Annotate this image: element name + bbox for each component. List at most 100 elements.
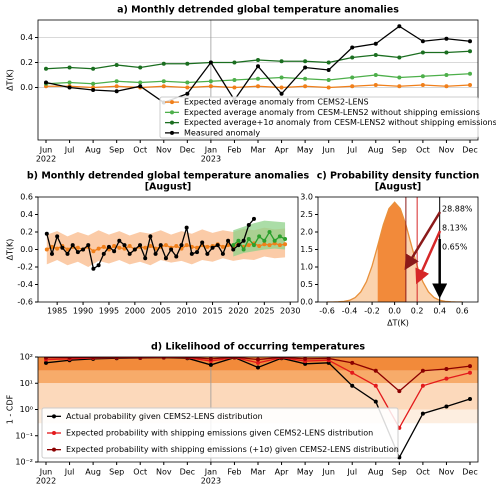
data-point [44,231,49,236]
x-tick-label: Jun [321,468,335,477]
x-tick-label: Oct [416,468,430,477]
x-tick-label: Dec [462,146,477,155]
data-point [267,230,272,234]
legend-label: Expected probability with shipping emiss… [66,429,373,438]
y-tick-label: 3.0 [300,193,313,202]
data-point [44,66,48,71]
x-tick-label: Jul [346,146,357,155]
x-tick-label: 2015 [202,307,222,316]
plot-area [327,197,463,302]
data-point [420,74,425,79]
data-point [420,368,425,373]
data-point [208,357,213,361]
y-tick-label: -0.2 [17,263,33,272]
y-tick-label: -0.4 [17,280,33,289]
data-point [179,243,184,248]
x-tick-label: Feb [227,468,241,477]
pdf-highlight [377,202,406,302]
x-tick-label: 1995 [99,307,119,316]
y-axis-label: ΔT(K) [6,69,15,91]
data-point [75,250,80,255]
x-tick-label: Aug [368,146,384,155]
data-point [397,24,402,29]
data-point [350,75,355,80]
x-tick-label: Sep [392,468,407,477]
x-tick-label: Jan [204,146,217,155]
data-point [350,370,355,375]
data-point [114,63,119,67]
data-point [138,80,143,85]
y-tick-label: 10¹ [20,379,33,388]
x-tick-label: May [297,468,314,477]
y-tick-label: 0.5 [300,280,313,289]
data-point [468,370,472,375]
data-point [127,251,132,256]
y-tick-label: 2.5 [300,210,313,219]
legend-marker [52,447,56,452]
data-point [138,243,143,248]
data-point [256,58,260,62]
x-tick-label: Dec [462,468,477,477]
y-tick-label: 10⁰ [20,405,33,414]
data-point [373,41,378,46]
data-point [220,251,225,256]
data-point [96,246,101,251]
x-tick-label: 0.2 [411,307,424,316]
y-tick-label: 0.2 [20,228,33,237]
x-tick-label: 2025 [254,307,274,316]
legend-box [159,96,479,139]
x-tick-label: Nov [156,146,172,155]
legend-marker [52,431,56,435]
x-tick-label: 1990 [73,307,93,316]
data-point [468,397,472,402]
data-point [468,83,472,87]
data-point [185,80,190,85]
legend-marker [170,100,174,105]
data-point [208,79,213,84]
data-point [106,244,111,249]
x-tick-label: Sep [109,146,124,155]
y-tick-label: 0.0 [20,245,33,254]
y-tick-label: 1.0 [300,263,313,272]
x-tick-label: 0.0 [388,307,401,316]
data-point [55,234,60,239]
data-point [256,357,260,362]
x-tick-label: Mar [250,468,266,477]
threshold-arrow [415,230,442,285]
data-point [236,243,241,248]
data-point [444,84,449,89]
data-point [44,80,48,85]
data-point [86,243,91,248]
data-point [373,53,378,57]
data-point [232,357,237,360]
x-tick-label: -0.4 [342,307,358,316]
data-point [256,365,260,370]
data-point [55,246,60,251]
data-point [279,75,284,80]
data-point [444,50,449,55]
data-point [231,247,236,252]
data-point [256,360,260,365]
x-tick-label: Apr [275,146,290,155]
data-point [256,64,260,69]
data-point [272,238,277,243]
data-point [184,225,189,230]
x-tick-label: Jun [39,468,53,477]
data-point [81,247,86,252]
legend-label: Expected average+1σ anomaly from CESM-LE… [184,118,496,127]
plot-frame [37,356,479,463]
x-year-label: 2023 [201,477,221,486]
data-point [161,79,166,84]
data-point [91,66,96,71]
threshold-arrow [404,211,442,271]
y-tick-label: 10⁻¹ [15,431,33,440]
data-point [195,250,200,255]
data-point [231,243,236,248]
data-point [208,84,213,89]
data-point [303,361,308,366]
x-axis-label: ΔT(K) [387,319,409,328]
data-point [279,59,284,64]
data-point [303,84,308,89]
data-point [468,71,472,76]
data-point [91,266,96,271]
